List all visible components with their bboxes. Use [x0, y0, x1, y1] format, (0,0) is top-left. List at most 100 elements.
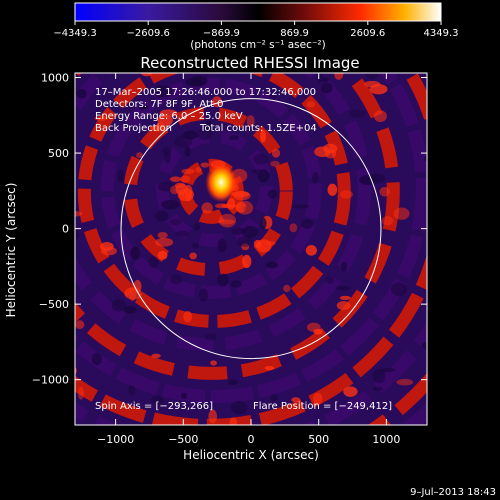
colorbar-tick-label: −2609.6	[127, 28, 170, 39]
emission-speckle	[218, 219, 235, 225]
emission-speckle	[241, 225, 259, 238]
x-tick-label: −500	[168, 433, 198, 446]
y-axis-ticks: 1000 500 0 −500 −1000	[32, 72, 427, 387]
emission-speckle	[227, 379, 238, 386]
emission-speckle	[339, 295, 351, 300]
emission-speckle	[313, 392, 323, 405]
chart-title: Reconstructed RHESSI Image	[140, 54, 359, 72]
emission-speckle	[148, 256, 159, 269]
emission-speckle	[201, 202, 213, 214]
emission-speckle	[164, 151, 171, 164]
emission-speckle	[117, 169, 125, 183]
emission-speckle	[373, 110, 387, 123]
colorbar-unit-label: (photons cm⁻² s⁻¹ asec⁻²)	[190, 39, 325, 51]
emission-speckle	[232, 191, 251, 201]
emission-ring	[123, 106, 293, 276]
emission-ring	[75, 73, 400, 380]
emission-speckle	[291, 397, 301, 403]
emission-speckle	[229, 417, 238, 425]
colorbar-tick-label: 869.9	[280, 28, 309, 39]
emission-speckle	[323, 143, 338, 154]
emission-speckle	[3, 365, 12, 378]
emission-speckle	[367, 61, 374, 67]
x-axis-ticks: −1000 −500 0 500 1000	[97, 73, 400, 446]
emission-speckle	[270, 394, 278, 402]
emission-speckle	[123, 306, 137, 314]
emission-speckle	[13, 129, 30, 140]
emission-speckle	[312, 171, 319, 184]
emission-speckle	[208, 409, 218, 424]
emission-speckle	[372, 386, 383, 391]
emission-speckle	[325, 276, 334, 284]
emission-speckle	[183, 130, 198, 140]
emission-speckle	[181, 168, 195, 174]
x-tick-label: −1000	[97, 433, 134, 446]
emission-speckle	[410, 445, 417, 457]
emission-speckle	[253, 153, 269, 165]
emission-speckle	[151, 353, 161, 359]
emission-speckle	[128, 385, 136, 396]
emission-speckle	[157, 250, 168, 260]
emission-speckle	[74, 469, 82, 476]
emission-speckle	[169, 274, 183, 285]
emission-speckle	[372, 369, 386, 383]
emission-speckle	[335, 285, 351, 291]
annotation-time-range: 17–Mar–2005 17:26:46.000 to 17:32:46.000	[95, 87, 316, 98]
emission-speckle	[236, 200, 254, 215]
emission-speckle	[241, 243, 250, 251]
emission-speckle	[36, 358, 47, 365]
annotation-method: Back Projection	[95, 123, 172, 134]
colorbar-tick-label: −869.9	[203, 28, 240, 39]
emission-speckle	[169, 176, 182, 182]
emission-speckle	[231, 227, 245, 235]
emission-speckle	[253, 239, 262, 249]
emission-speckle	[210, 360, 217, 366]
emission-ring	[75, 73, 371, 351]
emission-speckle	[157, 85, 173, 98]
emission-speckle	[424, 155, 427, 162]
colorbar-ticks: −4349.3 −2609.6 −869.9 869.9 2609.6 4349.3	[53, 21, 459, 39]
y-tick-label: 500	[48, 147, 69, 160]
emission-speckle	[140, 73, 153, 77]
emission-speckle	[180, 392, 188, 399]
emission-speckle	[230, 400, 248, 415]
emission-speckle	[200, 162, 210, 168]
emission-speckle	[269, 93, 276, 102]
emission-speckle	[4, 155, 12, 163]
emission-speckle	[138, 104, 149, 110]
emission-speckle	[183, 311, 193, 323]
emission-speckle	[195, 166, 202, 173]
emission-ring	[75, 73, 427, 403]
emission-speckle	[301, 219, 314, 229]
emission-speckle	[26, 41, 33, 48]
emission-speckle	[75, 228, 80, 241]
emission-speckle	[260, 130, 267, 143]
emission-speckle	[246, 115, 255, 127]
emission-speckle	[204, 333, 217, 341]
emission-speckle	[193, 222, 200, 231]
emission-speckle	[7, 66, 19, 71]
emission-speckle	[271, 148, 281, 158]
emission-speckle	[157, 114, 173, 127]
emission-speckle	[264, 365, 275, 371]
emission-speckle	[75, 211, 83, 217]
emission-speckle	[170, 31, 179, 35]
x-tick-label: 1000	[372, 433, 400, 446]
emission-speckle	[265, 261, 279, 269]
emission-speckle	[460, 262, 472, 268]
annotation-spin-axis: Spin Axis = [−293,266]	[95, 401, 213, 412]
emission-speckle	[91, 352, 102, 366]
annotation-detectors: Detectors: 7F 8F 9F, Att 0	[95, 99, 223, 110]
emission-speckle	[4, 365, 12, 377]
emission-speckle	[185, 77, 204, 87]
emission-speckle	[444, 279, 455, 289]
emission-speckle	[12, 10, 26, 20]
emission-speckle	[324, 447, 334, 458]
emission-speckle	[359, 175, 377, 185]
emission-speckle	[136, 152, 143, 159]
emission-speckle	[174, 135, 193, 148]
emission-speckle	[365, 73, 378, 80]
emission-speckle	[175, 230, 190, 237]
solar-limb-circle	[120, 98, 382, 360]
